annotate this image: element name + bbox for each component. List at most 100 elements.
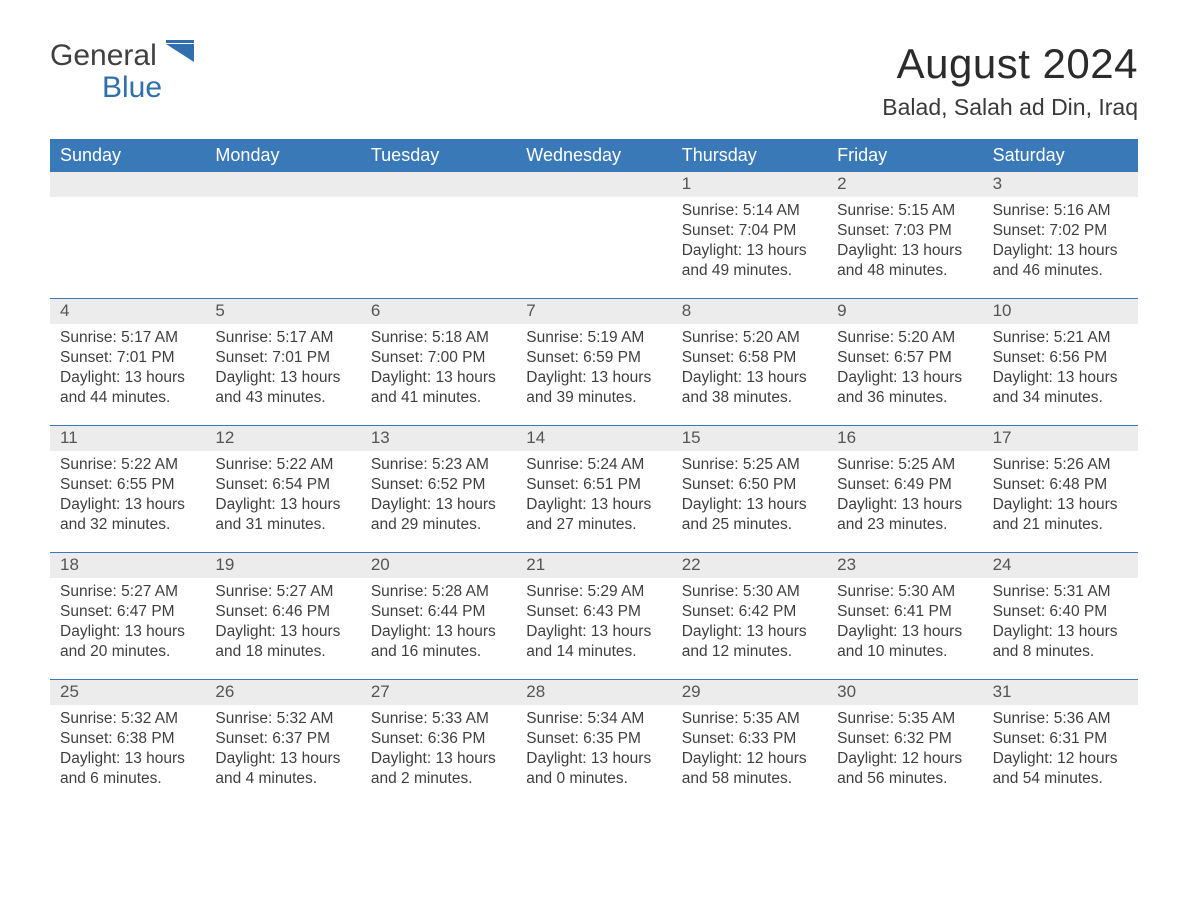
- day-body: Sunrise: 5:33 AMSunset: 6:36 PMDaylight:…: [361, 705, 516, 790]
- day-cell: 7Sunrise: 5:19 AMSunset: 6:59 PMDaylight…: [516, 299, 671, 425]
- day-number: 25: [50, 680, 205, 705]
- day-cell: 19Sunrise: 5:27 AMSunset: 6:46 PMDayligh…: [205, 553, 360, 679]
- daylight-line: Daylight: 13 hours and 44 minutes.: [60, 368, 195, 408]
- day-body: [361, 197, 516, 201]
- day-cell: [361, 172, 516, 298]
- daylight-line: Daylight: 13 hours and 20 minutes.: [60, 622, 195, 662]
- sunrise-line: Sunrise: 5:35 AM: [837, 709, 972, 729]
- sunset-line: Sunset: 6:46 PM: [215, 602, 350, 622]
- day-body: Sunrise: 5:24 AMSunset: 6:51 PMDaylight:…: [516, 451, 671, 536]
- day-number: 14: [516, 426, 671, 451]
- sunrise-line: Sunrise: 5:27 AM: [60, 582, 195, 602]
- day-number: [50, 172, 205, 197]
- day-body: Sunrise: 5:18 AMSunset: 7:00 PMDaylight:…: [361, 324, 516, 409]
- calendar: SundayMondayTuesdayWednesdayThursdayFrid…: [50, 139, 1138, 806]
- daylight-line: Daylight: 13 hours and 23 minutes.: [837, 495, 972, 535]
- day-cell: [205, 172, 360, 298]
- day-number: 30: [827, 680, 982, 705]
- day-number: 2: [827, 172, 982, 197]
- weekday-header: Thursday: [672, 139, 827, 172]
- day-body: Sunrise: 5:32 AMSunset: 6:38 PMDaylight:…: [50, 705, 205, 790]
- day-number: [361, 172, 516, 197]
- day-number: 4: [50, 299, 205, 324]
- daylight-line: Daylight: 13 hours and 18 minutes.: [215, 622, 350, 662]
- day-number: 21: [516, 553, 671, 578]
- daylight-line: Daylight: 13 hours and 6 minutes.: [60, 749, 195, 789]
- sunrise-line: Sunrise: 5:19 AM: [526, 328, 661, 348]
- weekday-header: Saturday: [983, 139, 1138, 172]
- day-number: 29: [672, 680, 827, 705]
- day-body: Sunrise: 5:25 AMSunset: 6:50 PMDaylight:…: [672, 451, 827, 536]
- week-row: 11Sunrise: 5:22 AMSunset: 6:55 PMDayligh…: [50, 425, 1138, 552]
- weekday-header: Monday: [205, 139, 360, 172]
- day-cell: 20Sunrise: 5:28 AMSunset: 6:44 PMDayligh…: [361, 553, 516, 679]
- daylight-line: Daylight: 13 hours and 39 minutes.: [526, 368, 661, 408]
- week-row: 18Sunrise: 5:27 AMSunset: 6:47 PMDayligh…: [50, 552, 1138, 679]
- sunrise-line: Sunrise: 5:34 AM: [526, 709, 661, 729]
- sunset-line: Sunset: 6:43 PM: [526, 602, 661, 622]
- sunrise-line: Sunrise: 5:17 AM: [60, 328, 195, 348]
- sunset-line: Sunset: 6:54 PM: [215, 475, 350, 495]
- sunrise-line: Sunrise: 5:32 AM: [215, 709, 350, 729]
- sunset-line: Sunset: 6:55 PM: [60, 475, 195, 495]
- day-cell: 26Sunrise: 5:32 AMSunset: 6:37 PMDayligh…: [205, 680, 360, 806]
- day-cell: 25Sunrise: 5:32 AMSunset: 6:38 PMDayligh…: [50, 680, 205, 806]
- daylight-line: Daylight: 13 hours and 32 minutes.: [60, 495, 195, 535]
- sunrise-line: Sunrise: 5:23 AM: [371, 455, 506, 475]
- daylight-line: Daylight: 13 hours and 34 minutes.: [993, 368, 1128, 408]
- sunrise-line: Sunrise: 5:25 AM: [837, 455, 972, 475]
- sunset-line: Sunset: 6:52 PM: [371, 475, 506, 495]
- day-number: 24: [983, 553, 1138, 578]
- sunset-line: Sunset: 6:35 PM: [526, 729, 661, 749]
- header: General Blue August 2024 Balad, Salah ad…: [50, 40, 1138, 121]
- sunset-line: Sunset: 7:02 PM: [993, 221, 1128, 241]
- day-cell: 24Sunrise: 5:31 AMSunset: 6:40 PMDayligh…: [983, 553, 1138, 679]
- day-number: 1: [672, 172, 827, 197]
- sunset-line: Sunset: 6:42 PM: [682, 602, 817, 622]
- day-number: 12: [205, 426, 360, 451]
- day-body: [205, 197, 360, 201]
- daylight-line: Daylight: 13 hours and 0 minutes.: [526, 749, 661, 789]
- sunset-line: Sunset: 6:32 PM: [837, 729, 972, 749]
- weekday-header: Wednesday: [516, 139, 671, 172]
- sunset-line: Sunset: 6:56 PM: [993, 348, 1128, 368]
- day-number: 10: [983, 299, 1138, 324]
- sunrise-line: Sunrise: 5:22 AM: [215, 455, 350, 475]
- sunrise-line: Sunrise: 5:16 AM: [993, 201, 1128, 221]
- day-cell: 16Sunrise: 5:25 AMSunset: 6:49 PMDayligh…: [827, 426, 982, 552]
- day-body: Sunrise: 5:14 AMSunset: 7:04 PMDaylight:…: [672, 197, 827, 282]
- daylight-line: Daylight: 12 hours and 58 minutes.: [682, 749, 817, 789]
- daylight-line: Daylight: 13 hours and 4 minutes.: [215, 749, 350, 789]
- daylight-line: Daylight: 13 hours and 49 minutes.: [682, 241, 817, 281]
- day-cell: [50, 172, 205, 298]
- day-number: 31: [983, 680, 1138, 705]
- day-body: Sunrise: 5:21 AMSunset: 6:56 PMDaylight:…: [983, 324, 1138, 409]
- day-number: 3: [983, 172, 1138, 197]
- daylight-line: Daylight: 12 hours and 54 minutes.: [993, 749, 1128, 789]
- sunset-line: Sunset: 6:47 PM: [60, 602, 195, 622]
- day-cell: 27Sunrise: 5:33 AMSunset: 6:36 PMDayligh…: [361, 680, 516, 806]
- day-cell: 2Sunrise: 5:15 AMSunset: 7:03 PMDaylight…: [827, 172, 982, 298]
- day-number: 19: [205, 553, 360, 578]
- daylight-line: Daylight: 13 hours and 41 minutes.: [371, 368, 506, 408]
- sunrise-line: Sunrise: 5:32 AM: [60, 709, 195, 729]
- day-body: Sunrise: 5:20 AMSunset: 6:57 PMDaylight:…: [827, 324, 982, 409]
- sunrise-line: Sunrise: 5:29 AM: [526, 582, 661, 602]
- sunrise-line: Sunrise: 5:28 AM: [371, 582, 506, 602]
- day-body: Sunrise: 5:23 AMSunset: 6:52 PMDaylight:…: [361, 451, 516, 536]
- sunset-line: Sunset: 6:31 PM: [993, 729, 1128, 749]
- day-cell: 14Sunrise: 5:24 AMSunset: 6:51 PMDayligh…: [516, 426, 671, 552]
- daylight-line: Daylight: 13 hours and 36 minutes.: [837, 368, 972, 408]
- sunset-line: Sunset: 6:38 PM: [60, 729, 195, 749]
- day-body: Sunrise: 5:17 AMSunset: 7:01 PMDaylight:…: [205, 324, 360, 409]
- day-body: Sunrise: 5:30 AMSunset: 6:41 PMDaylight:…: [827, 578, 982, 663]
- day-body: Sunrise: 5:16 AMSunset: 7:02 PMDaylight:…: [983, 197, 1138, 282]
- sunrise-line: Sunrise: 5:20 AM: [837, 328, 972, 348]
- sunrise-line: Sunrise: 5:15 AM: [837, 201, 972, 221]
- day-cell: 3Sunrise: 5:16 AMSunset: 7:02 PMDaylight…: [983, 172, 1138, 298]
- day-cell: 11Sunrise: 5:22 AMSunset: 6:55 PMDayligh…: [50, 426, 205, 552]
- sunset-line: Sunset: 6:37 PM: [215, 729, 350, 749]
- sunrise-line: Sunrise: 5:36 AM: [993, 709, 1128, 729]
- weekday-header-row: SundayMondayTuesdayWednesdayThursdayFrid…: [50, 139, 1138, 172]
- week-row: 1Sunrise: 5:14 AMSunset: 7:04 PMDaylight…: [50, 172, 1138, 298]
